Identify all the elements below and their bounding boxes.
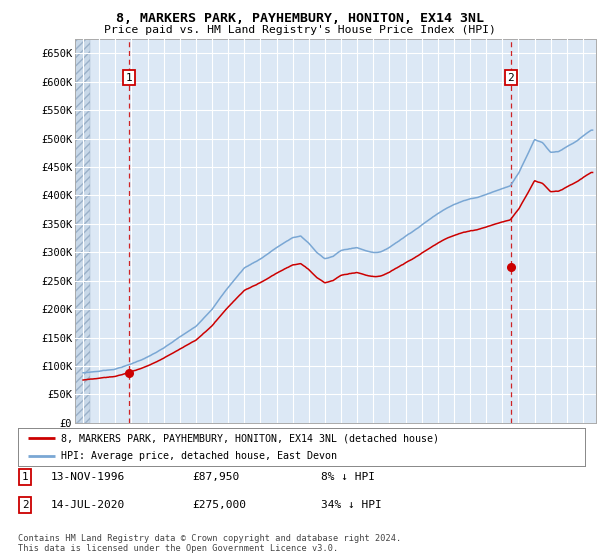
Text: 34% ↓ HPI: 34% ↓ HPI (321, 500, 382, 510)
Text: HPI: Average price, detached house, East Devon: HPI: Average price, detached house, East… (61, 451, 337, 461)
Text: 8% ↓ HPI: 8% ↓ HPI (321, 472, 375, 482)
Text: 14-JUL-2020: 14-JUL-2020 (51, 500, 125, 510)
Text: 1: 1 (126, 73, 133, 82)
Text: 13-NOV-1996: 13-NOV-1996 (51, 472, 125, 482)
Text: 2: 2 (22, 500, 28, 510)
Text: 8, MARKERS PARK, PAYHEMBURY, HONITON, EX14 3NL (detached house): 8, MARKERS PARK, PAYHEMBURY, HONITON, EX… (61, 433, 439, 443)
Text: 2: 2 (508, 73, 514, 82)
Text: 8, MARKERS PARK, PAYHEMBURY, HONITON, EX14 3NL: 8, MARKERS PARK, PAYHEMBURY, HONITON, EX… (116, 12, 484, 25)
Text: Contains HM Land Registry data © Crown copyright and database right 2024.
This d: Contains HM Land Registry data © Crown c… (18, 534, 401, 553)
Text: Price paid vs. HM Land Registry's House Price Index (HPI): Price paid vs. HM Land Registry's House … (104, 25, 496, 35)
Bar (75, 39, 91, 423)
Text: £275,000: £275,000 (192, 500, 246, 510)
Text: £87,950: £87,950 (192, 472, 239, 482)
Text: 1: 1 (22, 472, 28, 482)
